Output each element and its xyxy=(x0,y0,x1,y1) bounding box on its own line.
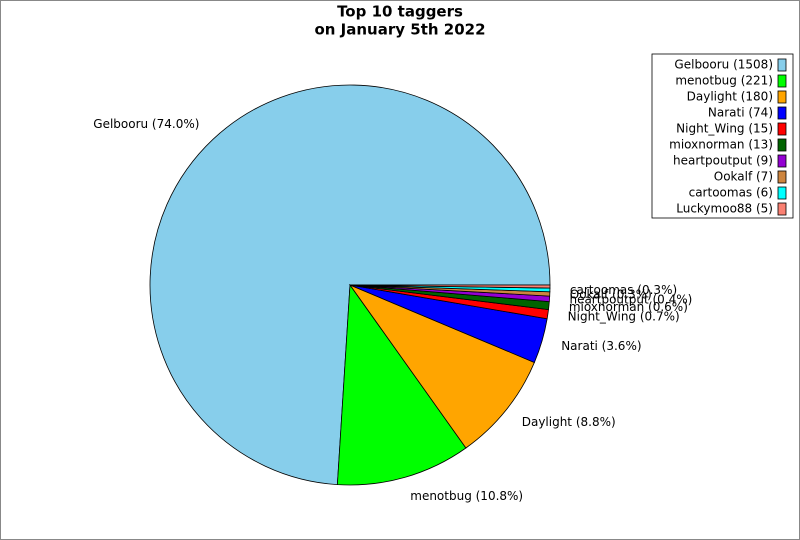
legend-label: Night_Wing (15) xyxy=(676,122,773,136)
legend-swatch xyxy=(777,74,787,88)
chart-title: on January 5th 2022 xyxy=(314,21,485,39)
legend-swatch xyxy=(777,202,787,216)
legend-label: Luckymoo88 (5) xyxy=(676,202,773,216)
chart-title: Top 10 taggers xyxy=(337,3,463,21)
pie-slice xyxy=(349,284,551,289)
legend-label: Narati (74) xyxy=(708,106,773,120)
slice-label: mioxnorman (0.6%) xyxy=(569,300,688,314)
slice-label: cartoomas (0.3%) xyxy=(570,283,677,297)
pie-slice xyxy=(348,284,535,449)
slice-label: menotbug (10.8%) xyxy=(410,489,523,503)
legend-label: cartoomas (6) xyxy=(689,186,773,200)
legend-label: Daylight (180) xyxy=(687,90,773,104)
legend-label: Ookalf (7) xyxy=(714,170,773,184)
slice-label: Gelbooru (74.0%) xyxy=(93,117,199,131)
legend-swatch xyxy=(777,170,787,184)
slice-label: Ookalf (0.3%) xyxy=(570,287,652,301)
legend-label: menotbug (221) xyxy=(675,74,773,88)
slice-label: Narati (3.6%) xyxy=(561,339,641,353)
legend-box xyxy=(651,53,794,219)
slice-label: heartpoutput (0.4%) xyxy=(569,293,692,307)
legend-swatch xyxy=(777,138,787,152)
slice-label: Night_Wing (0.7%) xyxy=(568,310,680,324)
legend-label: mioxnorman (13) xyxy=(669,138,773,152)
pie-slice xyxy=(336,283,467,486)
legend-swatch xyxy=(777,154,787,168)
legend-swatch xyxy=(777,186,787,200)
slice-label: Daylight (8.8%) xyxy=(522,415,616,429)
legend-swatch xyxy=(777,90,787,104)
legend-swatch xyxy=(777,122,787,136)
legend-label: Gelbooru (1508) xyxy=(674,58,773,72)
legend-swatch xyxy=(777,58,787,72)
legend-swatch xyxy=(777,106,787,120)
legend-label: heartpoutput (9) xyxy=(673,154,773,168)
